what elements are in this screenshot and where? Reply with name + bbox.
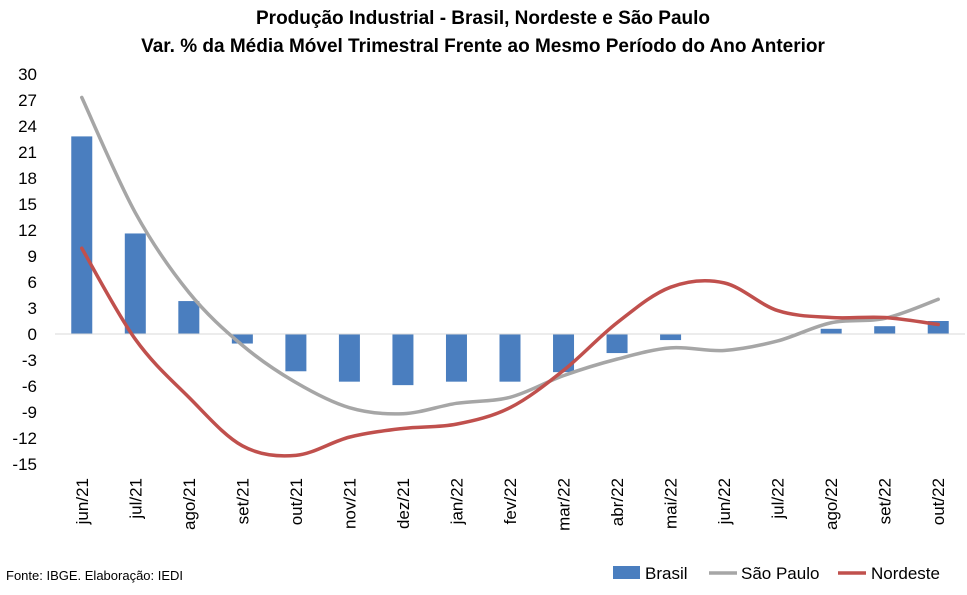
x-tick-label: jun/21 [73, 478, 92, 525]
legend-label: Nordeste [871, 564, 940, 583]
x-tick-label: set/22 [876, 478, 895, 524]
bar-brasil-mai-22 [660, 334, 682, 341]
bar-brasil-dez-21 [392, 334, 414, 386]
y-tick-label: 21 [18, 143, 37, 162]
legend-swatch-brasil [613, 566, 640, 579]
y-tick-label: -6 [22, 377, 37, 396]
x-tick-label: jul/22 [769, 478, 788, 520]
x-tick-label: set/21 [233, 478, 252, 524]
bar-brasil-jan-22 [445, 334, 467, 382]
source-note: Fonte: IBGE. Elaboração: IEDI [6, 568, 183, 583]
y-tick-label: 6 [28, 273, 37, 292]
x-tick-label: jul/21 [126, 478, 145, 520]
x-tick-label: out/21 [287, 478, 306, 525]
y-tick-label: 30 [18, 65, 37, 84]
x-tick-label: jun/22 [715, 478, 734, 525]
y-tick-label: -12 [12, 429, 37, 448]
x-tick-label: mai/22 [662, 478, 681, 529]
line-series [80, 95, 940, 458]
y-tick-label: 15 [18, 195, 37, 214]
bar-brasil-ago-22 [820, 328, 842, 334]
y-tick-label: -9 [22, 403, 37, 422]
bar-brasil-out-21 [285, 334, 307, 372]
line-nordeste [80, 246, 940, 458]
bar-brasil-ago-21 [178, 301, 200, 334]
y-tick-label: 12 [18, 221, 37, 240]
chart-subtitle: Var. % da Média Móvel Trimestral Frente … [141, 36, 825, 57]
x-tick-label: mar/22 [555, 478, 574, 531]
bar-brasil-mar-22 [553, 334, 575, 373]
bar-brasil-nov-21 [338, 334, 360, 382]
y-tick-label: 9 [28, 247, 37, 266]
chart-title: Produção Industrial - Brasil, Nordeste e… [256, 8, 710, 29]
y-tick-label: -15 [12, 455, 37, 474]
x-tick-label: ago/21 [180, 478, 199, 530]
bar-brasil-set-21 [231, 334, 253, 344]
x-tick-label: ago/22 [822, 478, 841, 530]
bar-brasil-jul-21 [124, 233, 146, 334]
y-tick-label: -3 [22, 351, 37, 370]
y-tick-label: 3 [28, 299, 37, 318]
y-tick-label: 24 [18, 117, 37, 136]
legend: Brasil São Paulo Nordeste [613, 564, 940, 583]
x-tick-label: jan/22 [447, 478, 466, 525]
x-tick-label: nov/21 [340, 478, 359, 529]
bar-brasil-set-22 [874, 326, 896, 334]
x-tick-label: abr/22 [608, 478, 627, 526]
x-tick-label: fev/22 [501, 478, 520, 524]
y-tick-label: 18 [18, 169, 37, 188]
bar-series [71, 136, 949, 386]
legend-label: São Paulo [741, 564, 819, 583]
x-axis-ticks: jun/21 jul/21 ago/21 set/21 out/21 nov/21 dez/… [73, 478, 948, 531]
line-sao-paulo [80, 95, 940, 416]
bar-brasil-abr-22 [606, 334, 628, 354]
y-tick-label: 27 [18, 91, 37, 110]
x-tick-label: dez/21 [394, 478, 413, 529]
y-tick-label: 0 [28, 325, 37, 344]
legend-label: Brasil [645, 564, 688, 583]
x-tick-label: out/22 [929, 478, 948, 525]
bar-brasil-fev-22 [499, 334, 521, 382]
bar-brasil-jun-21 [71, 136, 93, 334]
